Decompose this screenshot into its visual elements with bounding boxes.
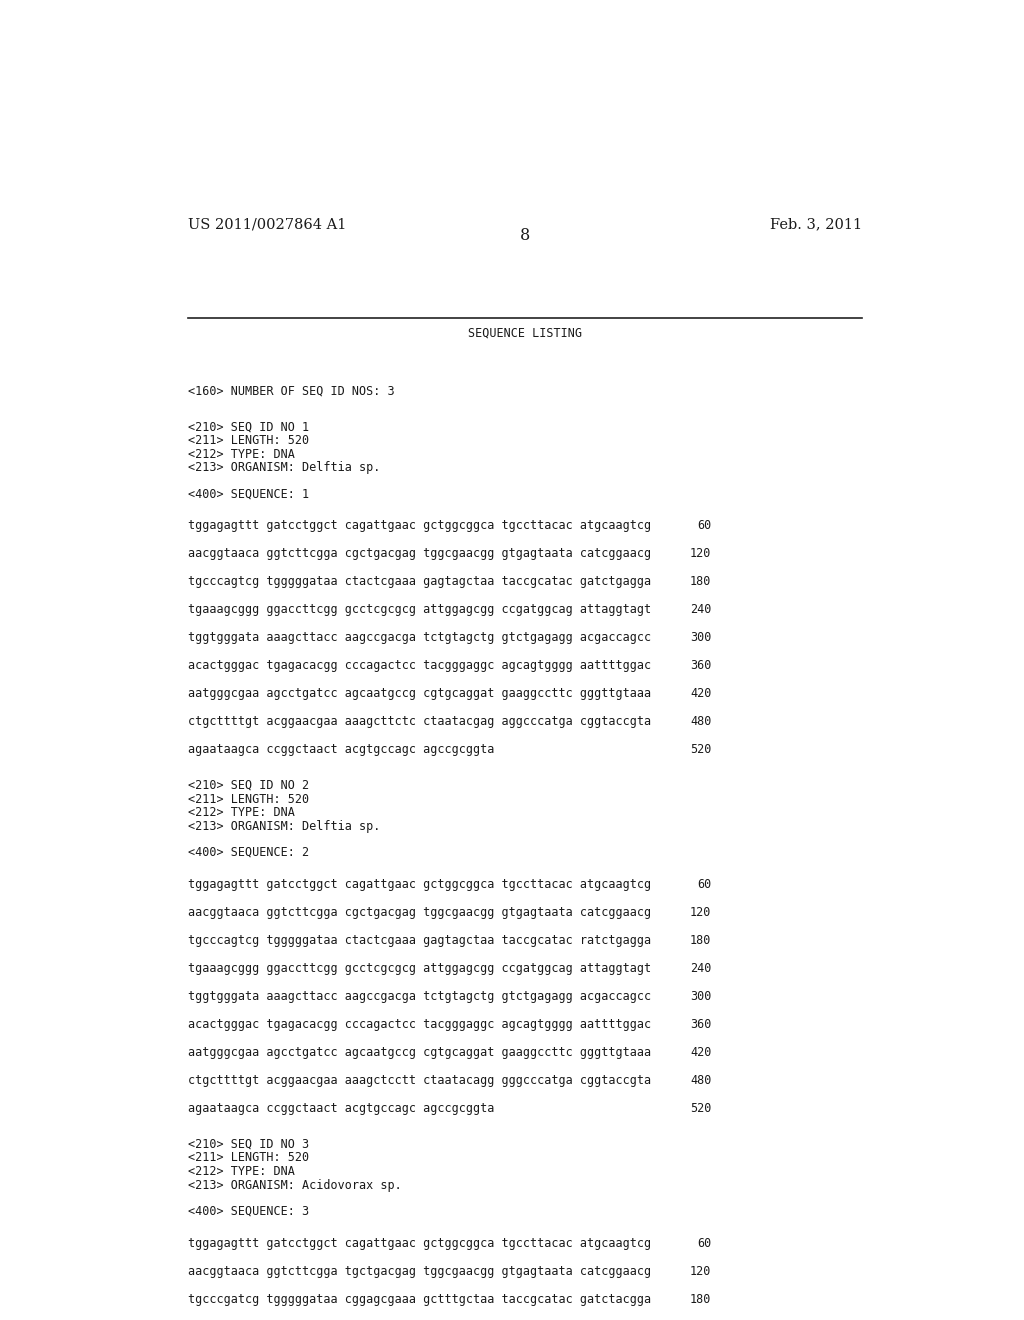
Text: tgaaagcggg ggaccttcgg gcctcgcgcg attggagcgg ccgatggcag attaggtagt: tgaaagcggg ggaccttcgg gcctcgcgcg attggag… (187, 962, 650, 975)
Text: 180: 180 (690, 1292, 712, 1305)
Text: 60: 60 (697, 878, 712, 891)
Text: 120: 120 (690, 1265, 712, 1278)
Text: <213> ORGANISM: Delftia sp.: <213> ORGANISM: Delftia sp. (187, 820, 380, 833)
Text: US 2011/0027864 A1: US 2011/0027864 A1 (187, 218, 346, 231)
Text: tgcccagtcg tgggggataa ctactcgaaa gagtagctaa taccgcatac gatctgagga: tgcccagtcg tgggggataa ctactcgaaa gagtagc… (187, 576, 650, 589)
Text: 360: 360 (690, 659, 712, 672)
Text: tgcccagtcg tgggggataa ctactcgaaa gagtagctaa taccgcatac ratctgagga: tgcccagtcg tgggggataa ctactcgaaa gagtagc… (187, 935, 650, 946)
Text: tggagagttt gatcctggct cagattgaac gctggcggca tgccttacac atgcaagtcg: tggagagttt gatcctggct cagattgaac gctggcg… (187, 519, 650, 532)
Text: <400> SEQUENCE: 2: <400> SEQUENCE: 2 (187, 846, 308, 859)
Text: 240: 240 (690, 603, 712, 616)
Text: 300: 300 (690, 631, 712, 644)
Text: 120: 120 (690, 548, 712, 560)
Text: 480: 480 (690, 1073, 712, 1086)
Text: 240: 240 (690, 962, 712, 975)
Text: acactgggac tgagacacgg cccagactcc tacgggaggc agcagtgggg aattttggac: acactgggac tgagacacgg cccagactcc tacggga… (187, 1018, 650, 1031)
Text: aatgggcgaa agcctgatcc agcaatgccg cgtgcaggat gaaggccttc gggttgtaaa: aatgggcgaa agcctgatcc agcaatgccg cgtgcag… (187, 686, 650, 700)
Text: tggtgggata aaagcttacc aagccgacga tctgtagctg gtctgagagg acgaccagcc: tggtgggata aaagcttacc aagccgacga tctgtag… (187, 990, 650, 1003)
Text: <210> SEQ ID NO 2: <210> SEQ ID NO 2 (187, 779, 308, 792)
Text: agaataagca ccggctaact acgtgccagc agccgcggta: agaataagca ccggctaact acgtgccagc agccgcg… (187, 1102, 494, 1114)
Text: acactgggac tgagacacgg cccagactcc tacgggaggc agcagtgggg aattttggac: acactgggac tgagacacgg cccagactcc tacggga… (187, 659, 650, 672)
Text: aacggtaaca ggtcttcgga cgctgacgag tggcgaacgg gtgagtaata catcggaacg: aacggtaaca ggtcttcgga cgctgacgag tggcgaa… (187, 548, 650, 560)
Text: 60: 60 (697, 1237, 712, 1250)
Text: tggagagttt gatcctggct cagattgaac gctggcggca tgccttacac atgcaagtcg: tggagagttt gatcctggct cagattgaac gctggcg… (187, 1237, 650, 1250)
Text: 520: 520 (690, 1102, 712, 1114)
Text: 480: 480 (690, 715, 712, 727)
Text: tggtgggata aaagcttacc aagccgacga tctgtagctg gtctgagagg acgaccagcc: tggtgggata aaagcttacc aagccgacga tctgtag… (187, 631, 650, 644)
Text: ctgcttttgt acggaacgaa aaagcttctc ctaatacgag aggcccatga cggtaccgta: ctgcttttgt acggaacgaa aaagcttctc ctaatac… (187, 715, 650, 727)
Text: 60: 60 (697, 519, 712, 532)
Text: ctgcttttgt acggaacgaa aaagctcctt ctaatacagg gggcccatga cggtaccgta: ctgcttttgt acggaacgaa aaagctcctt ctaatac… (187, 1073, 650, 1086)
Text: <211> LENGTH: 520: <211> LENGTH: 520 (187, 434, 308, 447)
Text: tggagagttt gatcctggct cagattgaac gctggcggca tgccttacac atgcaagtcg: tggagagttt gatcctggct cagattgaac gctggcg… (187, 878, 650, 891)
Text: <400> SEQUENCE: 3: <400> SEQUENCE: 3 (187, 1205, 308, 1218)
Text: 180: 180 (690, 576, 712, 589)
Text: 180: 180 (690, 935, 712, 946)
Text: <210> SEQ ID NO 1: <210> SEQ ID NO 1 (187, 420, 308, 433)
Text: <212> TYPE: DNA: <212> TYPE: DNA (187, 807, 294, 820)
Text: 520: 520 (690, 743, 712, 756)
Text: 360: 360 (690, 1018, 712, 1031)
Text: aatgggcgaa agcctgatcc agcaatgccg cgtgcaggat gaaggccttc gggttgtaaa: aatgggcgaa agcctgatcc agcaatgccg cgtgcag… (187, 1045, 650, 1059)
Text: 420: 420 (690, 686, 712, 700)
Text: <211> LENGTH: 520: <211> LENGTH: 520 (187, 1151, 308, 1164)
Text: aacggtaaca ggtcttcgga cgctgacgag tggcgaacgg gtgagtaata catcggaacg: aacggtaaca ggtcttcgga cgctgacgag tggcgaa… (187, 906, 650, 919)
Text: aacggtaaca ggtcttcgga tgctgacgag tggcgaacgg gtgagtaata catcggaacg: aacggtaaca ggtcttcgga tgctgacgag tggcgaa… (187, 1265, 650, 1278)
Text: tgcccgatcg tgggggataa cggagcgaaa gctttgctaa taccgcatac gatctacgga: tgcccgatcg tgggggataa cggagcgaaa gctttgc… (187, 1292, 650, 1305)
Text: <213> ORGANISM: Acidovorax sp.: <213> ORGANISM: Acidovorax sp. (187, 1179, 401, 1192)
Text: <212> TYPE: DNA: <212> TYPE: DNA (187, 1166, 294, 1179)
Text: Feb. 3, 2011: Feb. 3, 2011 (770, 218, 862, 231)
Text: <160> NUMBER OF SEQ ID NOS: 3: <160> NUMBER OF SEQ ID NOS: 3 (187, 384, 394, 397)
Text: 300: 300 (690, 990, 712, 1003)
Text: 120: 120 (690, 906, 712, 919)
Text: SEQUENCE LISTING: SEQUENCE LISTING (468, 326, 582, 339)
Text: agaataagca ccggctaact acgtgccagc agccgcggta: agaataagca ccggctaact acgtgccagc agccgcg… (187, 743, 494, 756)
Text: 8: 8 (519, 227, 530, 244)
Text: <213> ORGANISM: Delftia sp.: <213> ORGANISM: Delftia sp. (187, 461, 380, 474)
Text: tgaaagcggg ggaccttcgg gcctcgcgcg attggagcgg ccgatggcag attaggtagt: tgaaagcggg ggaccttcgg gcctcgcgcg attggag… (187, 603, 650, 616)
Text: 420: 420 (690, 1045, 712, 1059)
Text: <400> SEQUENCE: 1: <400> SEQUENCE: 1 (187, 487, 308, 500)
Text: <210> SEQ ID NO 3: <210> SEQ ID NO 3 (187, 1138, 308, 1151)
Text: <212> TYPE: DNA: <212> TYPE: DNA (187, 447, 294, 461)
Text: <211> LENGTH: 520: <211> LENGTH: 520 (187, 792, 308, 805)
